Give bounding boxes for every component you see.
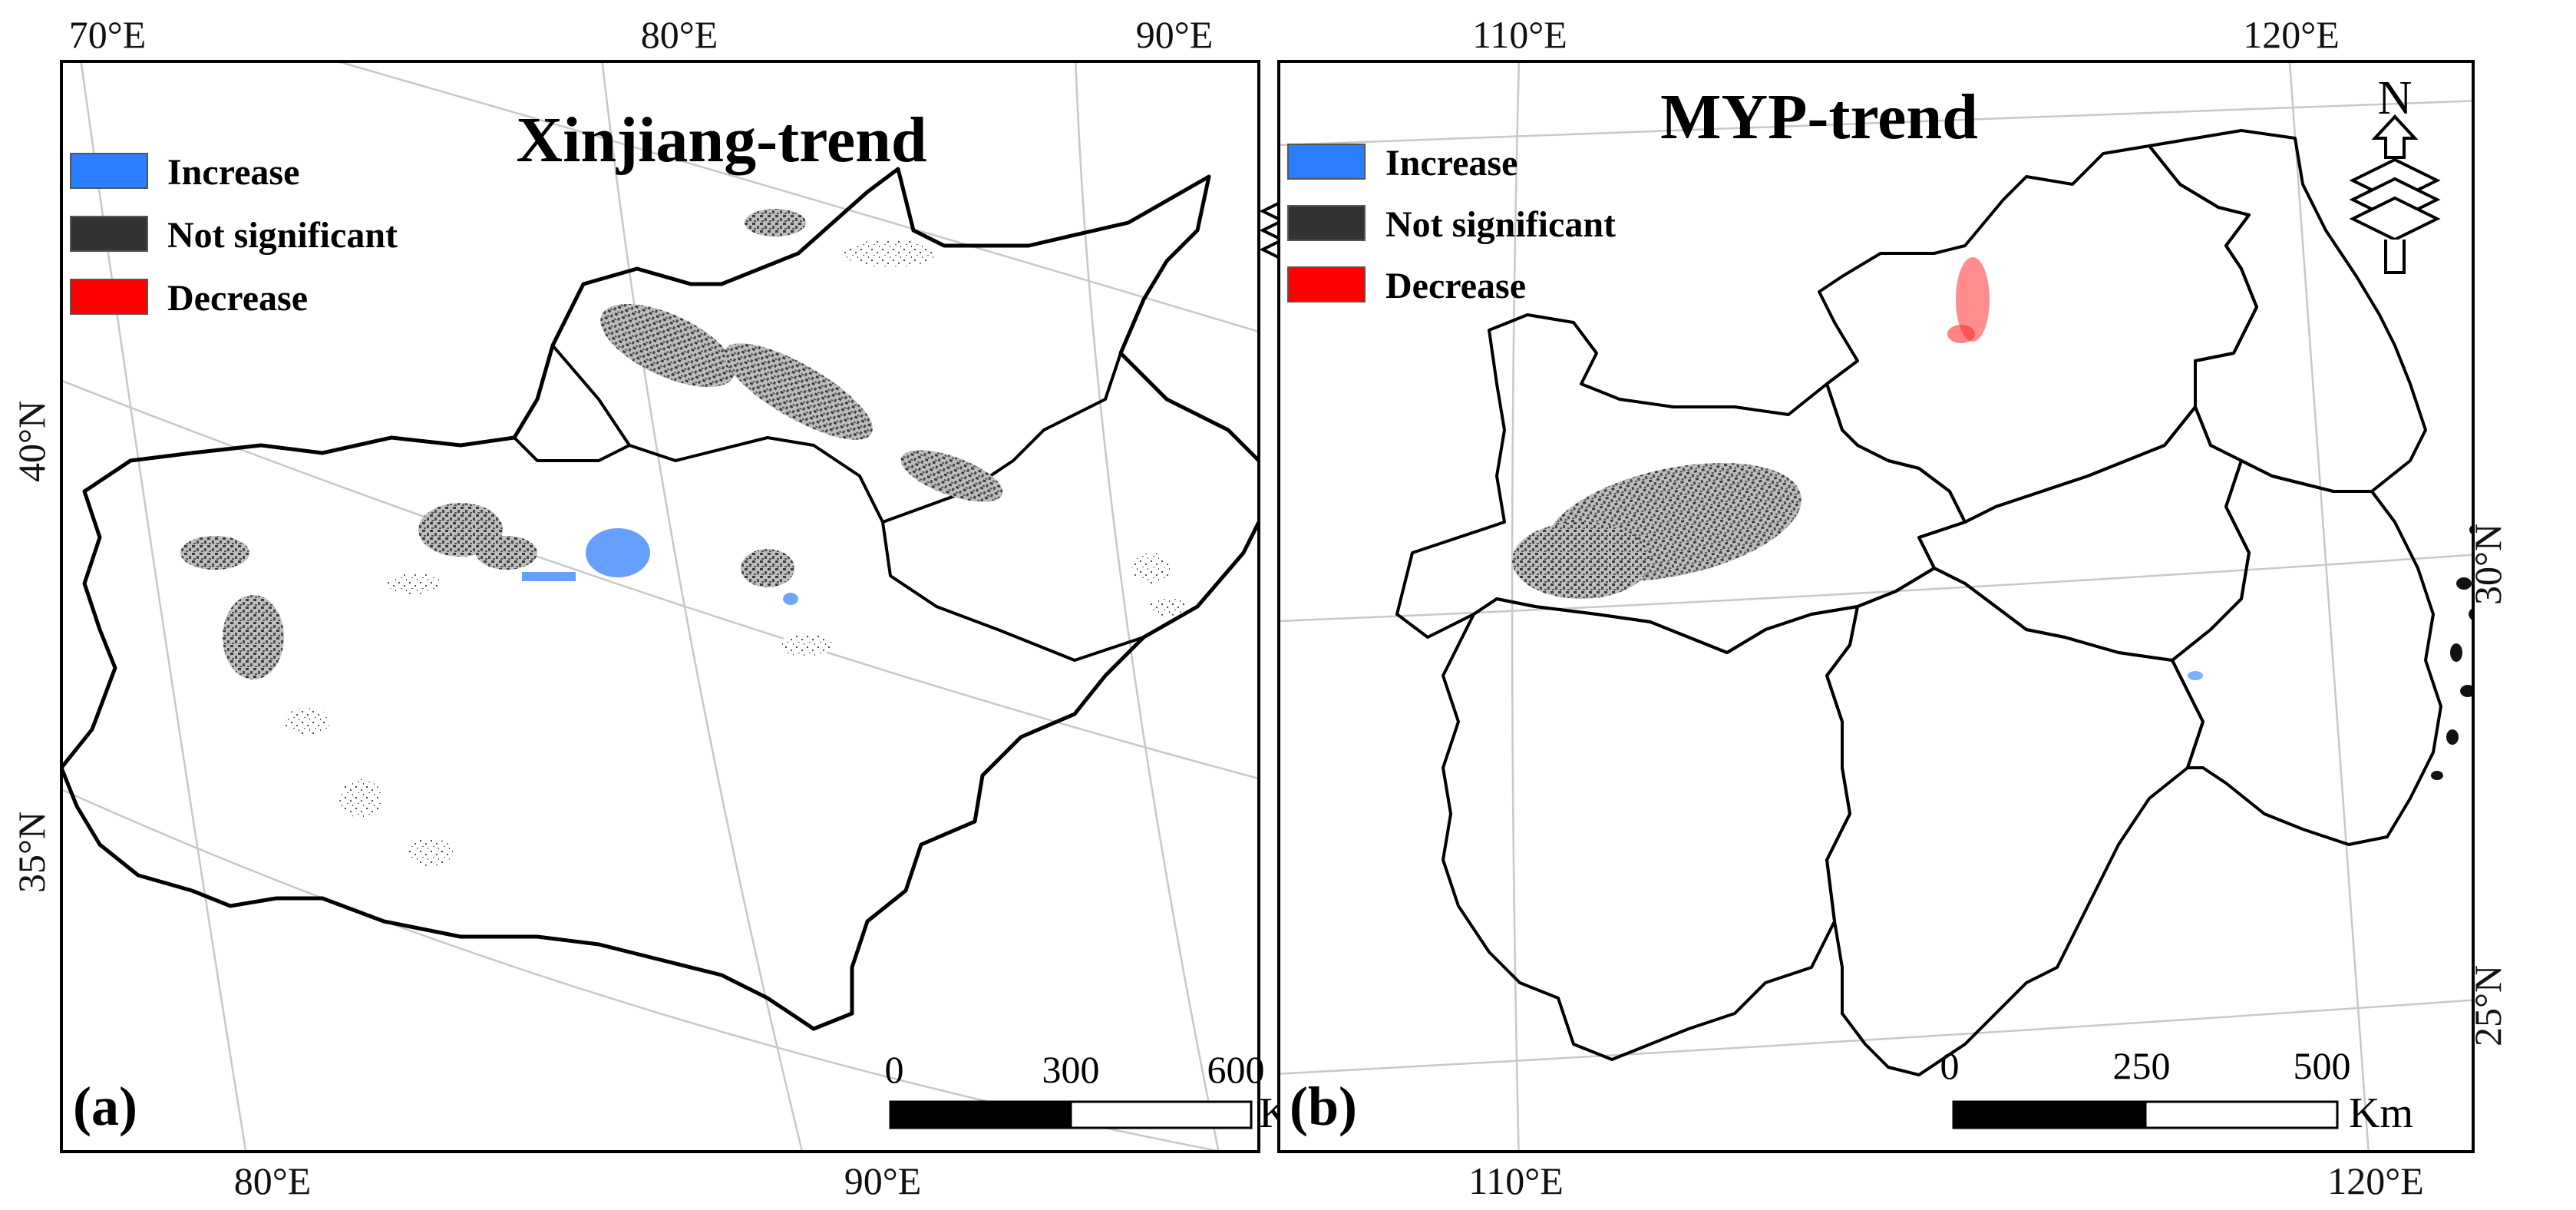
- scale-label-0: 0: [1940, 1044, 1960, 1087]
- panel-a: 70°E 80°E 90°E 80°E 90°E 40°N 35°N Xinji…: [10, 13, 1351, 1202]
- scale-label-250: 250: [2113, 1044, 2171, 1087]
- tick-label-right-25N: 25°N: [2466, 965, 2509, 1046]
- myp-province-southeast: [2171, 459, 2442, 846]
- myp-increase-patches: [2188, 671, 2203, 680]
- panel-b-right-ticks: 30°N 25°N: [2466, 524, 2509, 1046]
- scale-segment-filled: [1952, 1100, 2147, 1129]
- legend-swatch-not-significant: [1287, 205, 1366, 241]
- xinjiang-not-significant-patches: [180, 209, 1186, 866]
- panel-b-tag: (b): [1290, 1076, 1357, 1137]
- tick-label-bottom-80E: 80°E: [234, 1159, 312, 1202]
- myp-decrease-patches: [1947, 257, 1990, 343]
- legend-label-not-significant: Not significant: [167, 215, 398, 256]
- tick-label-top-80E: 80°E: [641, 13, 718, 56]
- legend-item-increase: Increase: [70, 152, 299, 193]
- tick-label-top-70E: 70°E: [69, 13, 147, 56]
- legend-item-decrease: Decrease: [70, 278, 308, 319]
- legend-swatch-increase: [70, 153, 148, 189]
- legend-swatch-decrease: [70, 279, 148, 315]
- tick-label-top-110E: 110°E: [1472, 13, 1567, 56]
- tick-label-bottom-90E: 90°E: [844, 1159, 922, 1202]
- legend-item-not-significant: Not significant: [70, 215, 398, 256]
- legend-item-decrease: Decrease: [1287, 266, 1526, 306]
- scale-label-300: 300: [1042, 1048, 1100, 1091]
- panel-a-title: Xinjiang-trend: [516, 104, 926, 176]
- scale-segment-filled: [889, 1100, 1072, 1129]
- legend-label-not-significant: Not significant: [1385, 204, 1616, 245]
- panel-a-frame: [60, 60, 1260, 1153]
- legend-label-decrease: Decrease: [1385, 266, 1526, 306]
- panel-a-top-ticks: 70°E 80°E 90°E: [69, 13, 1214, 56]
- panel-b-north-arrow-icon: N: [2349, 72, 2441, 274]
- scale-unit: Km: [2349, 1089, 2413, 1137]
- myp-west-dark-band: [1512, 462, 1802, 599]
- scale-segment-empty: [2144, 1100, 2339, 1129]
- panel-a-legend: Increase Not significant Decrease: [70, 152, 398, 319]
- legend-label-increase: Increase: [167, 152, 299, 193]
- xinjiang-outline: [61, 167, 1259, 1031]
- legend-swatch-increase: [1287, 144, 1366, 180]
- scale-label-600: 600: [1207, 1048, 1265, 1091]
- tick-label-bottom-110E: 110°E: [1468, 1159, 1564, 1202]
- myp-province-southwest: [1442, 597, 1859, 1061]
- myp-region: [1395, 129, 2473, 1076]
- scale-label-500: 500: [2294, 1044, 2351, 1087]
- panel-b-scale-bar: 0 250 500 Km: [1940, 1044, 2414, 1137]
- tick-label-left-35N: 35°N: [10, 812, 53, 893]
- legend-item-increase: Increase: [1287, 143, 1518, 183]
- panel-a-tag: (a): [73, 1076, 137, 1137]
- scale-segment-empty: [1069, 1100, 1253, 1129]
- tick-label-left-40N: 40°N: [10, 401, 53, 482]
- legend-label-increase: Increase: [1385, 143, 1518, 183]
- panel-b-top-ticks: 110°E 120°E: [1472, 13, 2340, 56]
- myp-province-south: [1825, 567, 2204, 1076]
- panel-b-background: [1279, 61, 2473, 1152]
- panel-b: 110°E 120°E 110°E 120°E 30°N 25°N MYP-tr…: [1277, 13, 2509, 1202]
- panel-a-bottom-ticks: 80°E 90°E: [234, 1159, 922, 1202]
- legend-swatch-not-significant: [70, 216, 148, 252]
- panel-b-frame: [1277, 60, 2475, 1153]
- xinjiang-increase-patches: [522, 528, 798, 605]
- legend-label-decrease: Decrease: [167, 278, 308, 319]
- legend-item-not-significant: Not significant: [1287, 204, 1616, 245]
- xinjiang-region: [61, 167, 1259, 1031]
- panel-b-title: MYP-trend: [1660, 81, 1978, 153]
- legend-swatch-decrease: [1287, 266, 1366, 302]
- tick-label-right-30N: 30°N: [2466, 524, 2509, 605]
- panel-b-bottom-ticks: 110°E 120°E: [1468, 1159, 2424, 1202]
- panel-a-left-ticks: 40°N 35°N: [10, 401, 53, 893]
- tick-label-bottom-120E: 120°E: [2327, 1159, 2424, 1202]
- tick-label-top-120E: 120°E: [2243, 13, 2340, 56]
- scale-label-0: 0: [885, 1048, 904, 1091]
- tick-label-top-90E: 90°E: [1136, 13, 1214, 56]
- panel-b-legend: Increase Not significant Decrease: [1287, 143, 1616, 306]
